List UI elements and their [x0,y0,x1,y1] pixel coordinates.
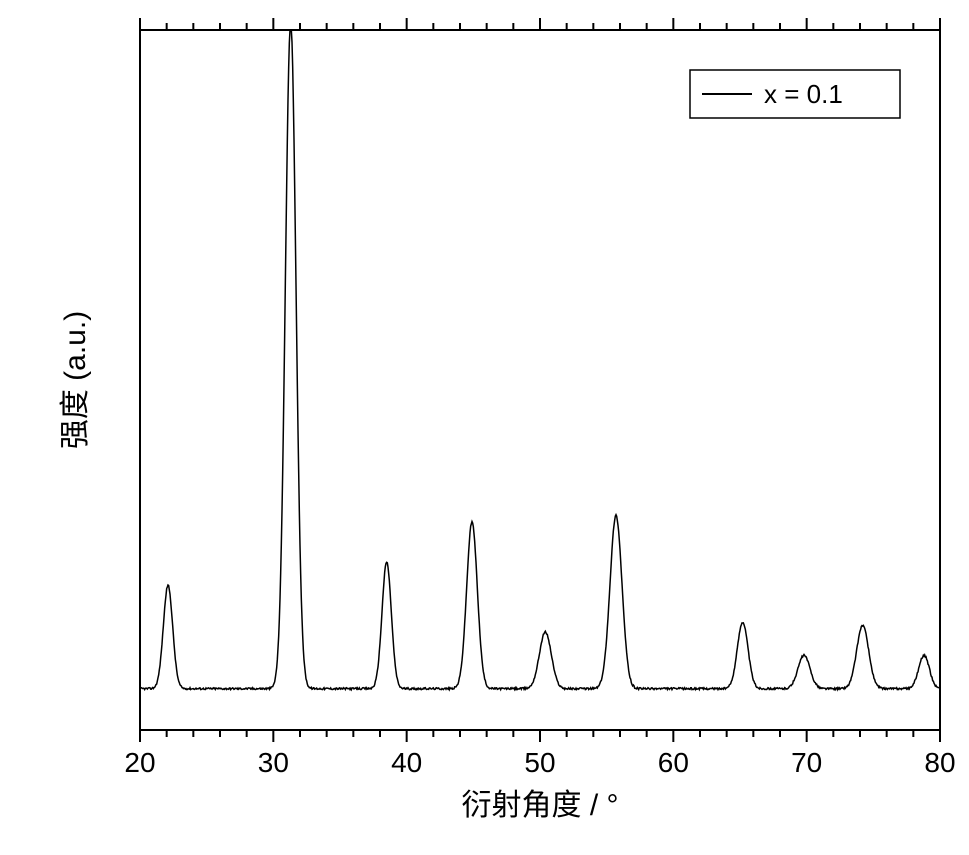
x-axis-title: 衍射角度 / ° [461,789,618,822]
y-axis-title: 强度 (a.u.) [59,311,92,449]
x-tick-label: 70 [791,747,822,778]
x-tick-label: 50 [524,747,555,778]
plot-border [140,30,940,730]
x-tick-label: 40 [391,747,422,778]
x-tick-label: 30 [258,747,289,778]
x-tick-label: 20 [124,747,155,778]
xrd-chart: 20 30 40 50 60 70 80 衍射角度 / ° 强度 (a.u.) x = 0.1 [0,0,969,855]
xrd-series [140,30,940,690]
x-tick-label: 60 [658,747,689,778]
chart-svg: 20 30 40 50 60 70 80 衍射角度 / ° 强度 (a.u.) x = 0.1 [0,0,969,855]
legend-label: x = 0.1 [764,79,843,109]
x-tick-label: 80 [924,747,955,778]
